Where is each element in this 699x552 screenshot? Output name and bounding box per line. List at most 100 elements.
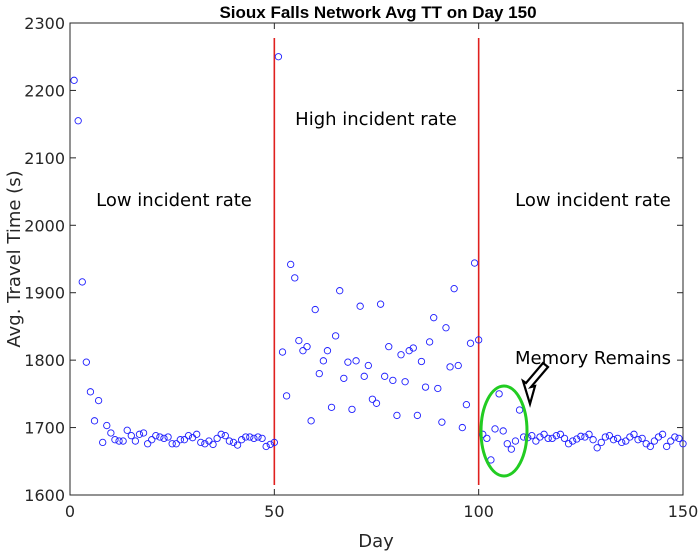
data-point	[470, 259, 479, 267]
data-point	[307, 417, 315, 425]
data-point	[127, 432, 135, 440]
data-point	[368, 395, 377, 403]
data-point	[356, 302, 364, 310]
data-point	[111, 436, 119, 444]
data-point	[528, 432, 536, 440]
data-point	[569, 437, 577, 445]
data-point	[585, 430, 593, 438]
annotation-low-rate-right: Low incident rate	[515, 190, 671, 211]
data-point	[450, 285, 458, 293]
data-point	[139, 429, 148, 437]
data-point	[417, 357, 426, 366]
data-point	[372, 399, 381, 407]
annotation-memory-remains: Memory Remains	[515, 348, 671, 369]
chart-title: Sioux Falls Network Avg TT on Day 150	[219, 3, 536, 22]
data-point	[94, 396, 103, 405]
data-point	[70, 76, 78, 84]
data-point	[180, 436, 189, 444]
data-point	[425, 338, 434, 346]
data-point	[82, 358, 90, 366]
data-point	[458, 423, 466, 432]
data-point	[131, 437, 140, 445]
data-point	[491, 425, 499, 433]
x-tick-label: 150	[668, 502, 699, 521]
data-point	[593, 444, 601, 452]
data-point	[250, 434, 258, 443]
data-point	[381, 372, 389, 380]
data-point	[197, 438, 205, 447]
data-point	[152, 432, 160, 440]
y-axis-label: Avg. Travel Time (s)	[4, 170, 25, 347]
data-point	[442, 324, 450, 332]
annotation-high-rate: High incident rate	[295, 109, 457, 130]
data-point	[601, 433, 610, 441]
data-point	[233, 441, 242, 449]
x-tick-label: 0	[65, 502, 75, 521]
data-point	[650, 437, 659, 445]
data-point	[430, 314, 438, 322]
data-point	[274, 53, 283, 61]
data-point	[352, 357, 360, 365]
y-tick-label: 1600	[24, 486, 65, 505]
data-point	[323, 347, 332, 355]
data-point	[462, 400, 471, 409]
data-point	[483, 434, 491, 443]
data-point	[262, 442, 270, 451]
data-point	[515, 406, 524, 414]
data-point	[589, 436, 597, 444]
data-point	[434, 384, 442, 393]
data-point	[135, 430, 144, 438]
data-point	[511, 437, 520, 445]
y-tick-label: 2200	[24, 81, 65, 100]
data-point	[156, 433, 164, 441]
data-point	[495, 390, 503, 398]
data-point	[667, 437, 675, 445]
y-tick-label: 1700	[24, 419, 65, 438]
data-point	[389, 376, 397, 385]
data-points	[70, 53, 687, 464]
data-point	[364, 361, 372, 370]
data-point	[671, 433, 679, 441]
data-point	[646, 442, 654, 451]
data-point	[278, 348, 287, 356]
data-point	[225, 437, 234, 445]
data-point	[172, 440, 180, 448]
data-point	[597, 438, 605, 447]
data-point	[438, 418, 446, 426]
data-point	[291, 274, 299, 282]
data-point	[499, 427, 507, 435]
plot-area-frame	[69, 22, 684, 496]
data-point	[119, 437, 127, 445]
x-axis-label: Day	[358, 531, 394, 552]
data-point	[348, 405, 356, 414]
data-point	[303, 343, 311, 351]
data-point	[315, 369, 323, 378]
data-point	[123, 426, 131, 434]
data-point	[340, 374, 348, 382]
data-point	[401, 378, 409, 386]
memory-highlight-ellipse	[479, 384, 529, 478]
data-point	[397, 351, 405, 359]
data-point	[254, 433, 262, 441]
data-point	[532, 437, 540, 445]
data-point	[209, 440, 217, 449]
x-ticks: 0 50 100 150	[65, 23, 698, 521]
data-point	[466, 339, 475, 347]
data-point	[160, 434, 168, 443]
data-point	[74, 117, 82, 125]
data-point	[552, 432, 560, 440]
y-tick-label: 1800	[24, 351, 65, 370]
data-point	[376, 300, 385, 308]
data-point	[446, 363, 454, 371]
y-tick-label: 1900	[24, 284, 65, 303]
data-point	[299, 347, 307, 355]
data-point	[622, 437, 630, 445]
data-point	[99, 438, 107, 447]
data-point	[246, 433, 254, 441]
data-point	[454, 361, 462, 370]
data-point	[103, 421, 111, 430]
data-point	[663, 442, 671, 451]
y-tick-label: 2300	[24, 14, 65, 33]
y-tick-label: 2100	[24, 149, 65, 168]
